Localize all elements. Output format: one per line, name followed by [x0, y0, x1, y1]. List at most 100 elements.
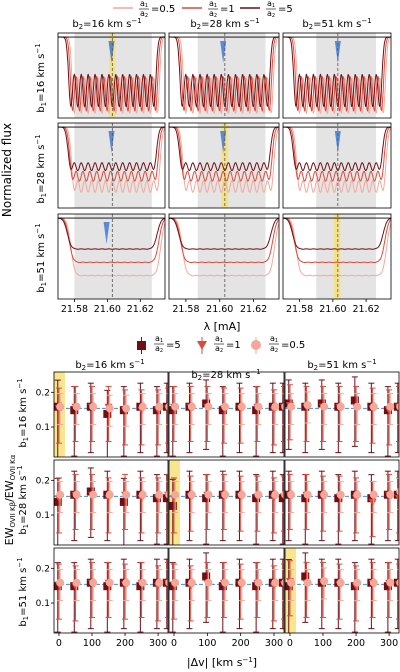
- legend-num: a1: [155, 334, 163, 344]
- blue-feature: [103, 222, 110, 244]
- marker-circle: [281, 402, 284, 411]
- top-col-title-1: b2=28 km s−1: [190, 17, 259, 31]
- legend-value: =5: [166, 340, 181, 351]
- x-tick-label: 21.62: [240, 304, 267, 315]
- y-tick-label: 0.1: [36, 599, 50, 609]
- marker-circle: [89, 490, 98, 499]
- bottom-row-label-2: b1=51 km s−1: [16, 557, 30, 626]
- panel-plot-area: [169, 33, 279, 118]
- marker-circle: [281, 490, 284, 499]
- marker-square: [252, 406, 261, 415]
- flux-line-a1/a2=0.5: [283, 217, 391, 277]
- panel-frame: [53, 547, 169, 634]
- y-tick-label: 0.2: [36, 476, 50, 486]
- bottom-row-labels: b1=16 km s−1 b1=28 km s−1 b1=51 km s−1: [16, 378, 30, 626]
- shaded-region: [316, 123, 377, 208]
- marker-circle: [221, 402, 230, 411]
- marker-circle: [221, 578, 230, 587]
- marker-circle: [72, 578, 81, 587]
- marker-circle: [386, 578, 395, 587]
- marker-circle: [187, 578, 196, 587]
- marker-circle: [105, 490, 114, 499]
- marker-square: [103, 582, 112, 591]
- highlight-band: [54, 372, 65, 457]
- marker-circle: [336, 402, 345, 411]
- panel-frame: [284, 459, 400, 546]
- panel-frame: [168, 32, 280, 119]
- panel-plot-area: [169, 552, 284, 633]
- marker-circle: [105, 404, 114, 413]
- x-tick-label: 100: [198, 638, 216, 649]
- marker-triangle: [368, 498, 377, 506]
- top-panels: 21.58 21.60 21.62 21.58 21.60 21.62 21.58 21.60…: [57, 32, 392, 315]
- y-tick-label: 0.1: [36, 511, 50, 521]
- marker-circle: [281, 578, 284, 587]
- top-row-label-0: b1=16 km s−1: [34, 43, 48, 112]
- panel-frame: [53, 459, 169, 546]
- legend-num: a1: [140, 0, 148, 9]
- marker-circle: [287, 578, 296, 587]
- flux-line-a1/a2=5: [169, 36, 279, 108]
- marker-square: [383, 582, 392, 591]
- panel-plot-area: [283, 214, 391, 299]
- marker-circle: [369, 578, 378, 587]
- x-tick-label: 100: [314, 638, 332, 649]
- x-tick-label: 21.60: [94, 304, 121, 315]
- flux-panel-r2-c2: 21.58 21.60 21.62: [282, 213, 392, 315]
- highlight-band: [285, 548, 296, 633]
- panel-plot-area: [58, 123, 165, 208]
- x-tick-label: 300: [380, 638, 398, 649]
- flux-line-a1/a2=5: [283, 36, 391, 108]
- marker-square: [218, 582, 227, 591]
- marker-circle: [386, 402, 395, 411]
- blue-feature: [108, 41, 115, 63]
- highlight-band: [333, 214, 341, 299]
- marker-circle: [287, 402, 296, 411]
- bottom-panels: 0.1 0.2 0.1 0.2 0.1 0.2 0 100 200 300 0 100 200 300 0 1…: [36, 371, 400, 649]
- bottom-legend: a1 a2 =5 a1 a2 =1 a1 a2 =0.5: [137, 334, 305, 354]
- marker-circle: [271, 402, 280, 411]
- legend-den: a2: [140, 9, 148, 19]
- flux-panel-r2-c0: 21.58 21.60 21.62: [57, 213, 166, 315]
- marker-circle: [105, 578, 114, 587]
- marker-circle: [396, 487, 399, 496]
- marker-square: [54, 497, 62, 506]
- marker-circle: [221, 490, 230, 499]
- marker-circle: [271, 578, 280, 587]
- marker-circle: [336, 490, 345, 499]
- marker-circle: [386, 490, 395, 499]
- panel-plot-area: [169, 379, 284, 457]
- panel-plot-area: [58, 214, 165, 299]
- marker-square: [393, 490, 399, 499]
- top-legend-entry-0: a1 a2 =0.5: [113, 0, 175, 19]
- marker-circle: [237, 402, 246, 411]
- ratio-panel-r0-c2: [284, 371, 400, 458]
- legend-num: a1: [270, 334, 278, 344]
- flux-line-a1/a2=1: [283, 217, 391, 264]
- flux-panel-r2-c1: 21.58 21.60 21.62: [168, 213, 280, 315]
- marker-square: [252, 582, 261, 591]
- legend-num: a1: [267, 0, 275, 9]
- shaded-region: [197, 123, 266, 208]
- x-tick-label: 200: [232, 638, 250, 649]
- blue-feature: [108, 131, 115, 153]
- flux-line-a1/a2=1: [58, 36, 165, 113]
- flux-line-a1/a2=5: [58, 126, 165, 172]
- x-tick-label: 21.58: [286, 304, 313, 315]
- marker-circle: [171, 578, 180, 587]
- flux-line-a1/a2=1: [58, 217, 165, 264]
- shaded-region: [316, 214, 377, 299]
- blue-feature: [220, 131, 227, 153]
- flux-line-a1/a2=1: [169, 217, 279, 264]
- panel-frame: [53, 371, 169, 458]
- x-tick-label: 100: [83, 638, 101, 649]
- legend-num: a1: [215, 334, 223, 344]
- x-tick-label: 0: [287, 638, 293, 649]
- marker-circle: [254, 402, 263, 411]
- flux-panel-r0-c1: [168, 32, 280, 119]
- panel-plot-area: [169, 460, 284, 545]
- flux-line-a1/a2=1: [283, 36, 391, 112]
- marker-circle: [353, 578, 362, 587]
- blue-feature: [334, 41, 341, 63]
- panel-plot-area: [285, 548, 399, 633]
